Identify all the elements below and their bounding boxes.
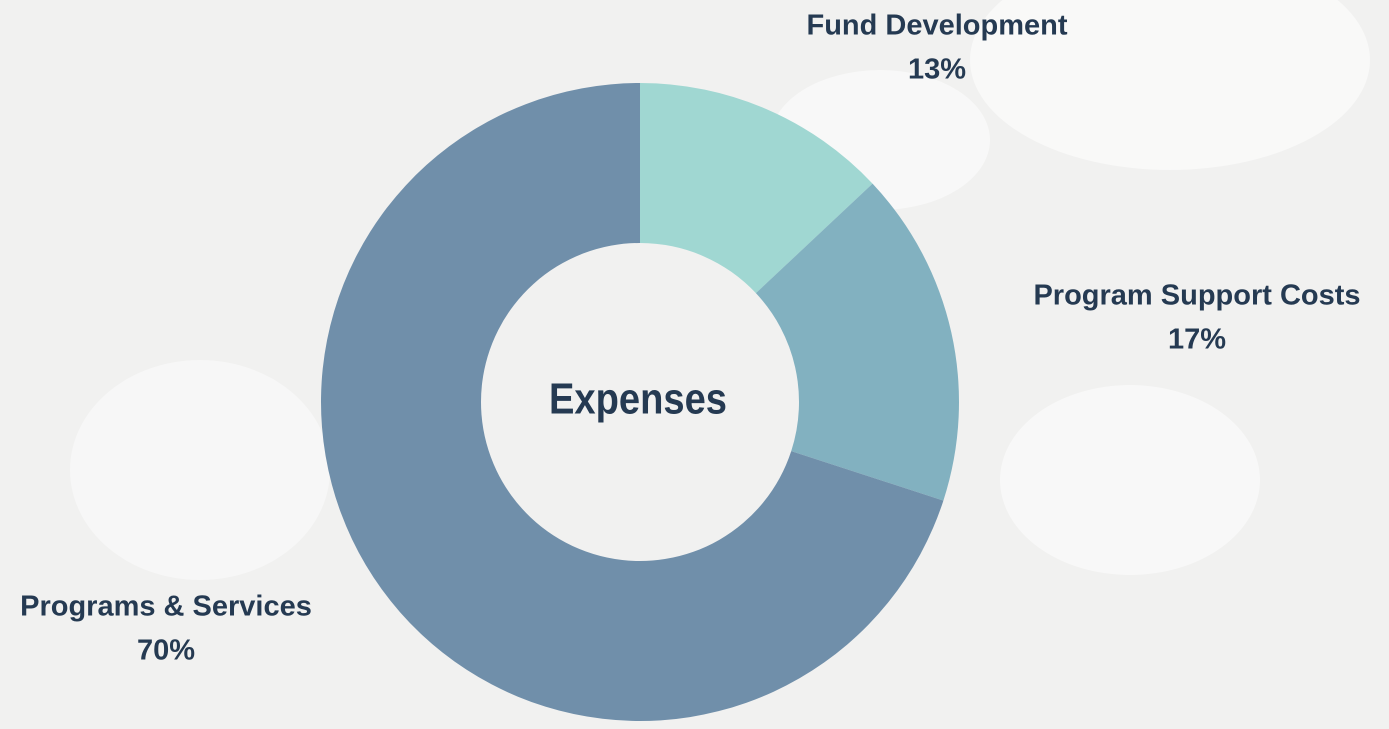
- donut-slice: [321, 83, 944, 721]
- donut-slice: [755, 183, 959, 501]
- donut-slice: [640, 83, 873, 294]
- slice-label: Fund Development: [806, 10, 1067, 42]
- donut: [321, 83, 959, 721]
- slice-value-label: 17%: [1168, 324, 1226, 356]
- slice-value-label: 13%: [908, 54, 966, 86]
- slice-label: Program Support Costs: [1033, 280, 1360, 312]
- slice-value-label: 70%: [137, 635, 195, 667]
- slice-label: Programs & Services: [20, 591, 312, 623]
- chart-title: Expenses: [549, 375, 727, 424]
